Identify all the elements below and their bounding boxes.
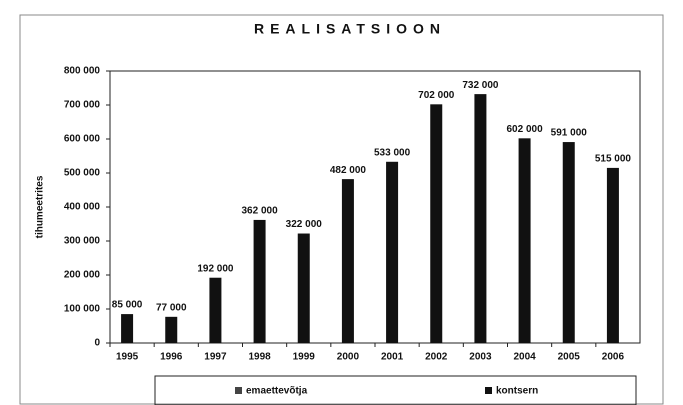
bar xyxy=(562,142,575,343)
bar xyxy=(209,277,222,343)
y-tick-label: 600 000 xyxy=(64,134,101,145)
data-label: 602 000 xyxy=(507,124,544,135)
y-tick-label: 100 000 xyxy=(64,304,101,315)
x-tick-label: 2002 xyxy=(425,352,448,363)
x-tick-label: 2004 xyxy=(513,352,536,363)
bar xyxy=(165,316,178,343)
data-label: 732 000 xyxy=(462,80,499,91)
y-tick-label: 400 000 xyxy=(64,202,101,213)
x-tick-label: 1999 xyxy=(293,352,316,363)
y-tick-label: 300 000 xyxy=(64,236,101,247)
plot-frame xyxy=(109,70,641,344)
bar xyxy=(518,138,531,343)
data-label: 515 000 xyxy=(595,154,632,165)
legend-box xyxy=(154,375,637,405)
y-tick-label: 0 xyxy=(94,338,100,349)
x-tick-label: 1996 xyxy=(160,352,183,363)
data-label: 533 000 xyxy=(374,147,411,158)
data-label: 192 000 xyxy=(197,263,234,274)
bar xyxy=(386,161,399,343)
data-label: 591 000 xyxy=(551,128,588,139)
bar xyxy=(474,94,487,344)
data-label: 322 000 xyxy=(286,219,323,230)
bar xyxy=(253,219,266,343)
chart-frame xyxy=(19,14,664,405)
bar xyxy=(121,314,134,343)
y-tick-label: 500 000 xyxy=(64,168,101,179)
x-tick-label: 2003 xyxy=(469,352,492,363)
legend-swatch xyxy=(235,387,242,394)
x-tick-label: 1998 xyxy=(248,352,271,363)
y-axis-label: tihumeetrites xyxy=(35,175,46,238)
x-tick-label: 2001 xyxy=(381,352,404,363)
data-label: 85 000 xyxy=(112,300,143,311)
legend-swatch xyxy=(485,387,492,394)
x-tick-label: 2005 xyxy=(558,352,581,363)
chart-title: REALISATSIOON xyxy=(254,21,446,37)
legend-label: emaettevõtja xyxy=(246,386,308,397)
x-tick-label: 2000 xyxy=(337,352,360,363)
bar xyxy=(606,167,619,343)
data-label: 482 000 xyxy=(330,165,367,176)
data-label: 362 000 xyxy=(242,206,279,217)
bar xyxy=(341,179,354,343)
x-tick-label: 2006 xyxy=(602,352,625,363)
data-label: 702 000 xyxy=(418,90,455,101)
x-tick-label: 1997 xyxy=(204,352,227,363)
bar xyxy=(430,104,443,343)
y-tick-label: 200 000 xyxy=(64,270,101,281)
y-tick-label: 800 000 xyxy=(64,66,101,77)
data-label: 77 000 xyxy=(156,302,187,313)
legend-label: kontsern xyxy=(496,386,538,397)
x-tick-label: 1995 xyxy=(116,352,139,363)
y-tick-label: 700 000 xyxy=(64,100,101,111)
bar xyxy=(297,233,310,343)
